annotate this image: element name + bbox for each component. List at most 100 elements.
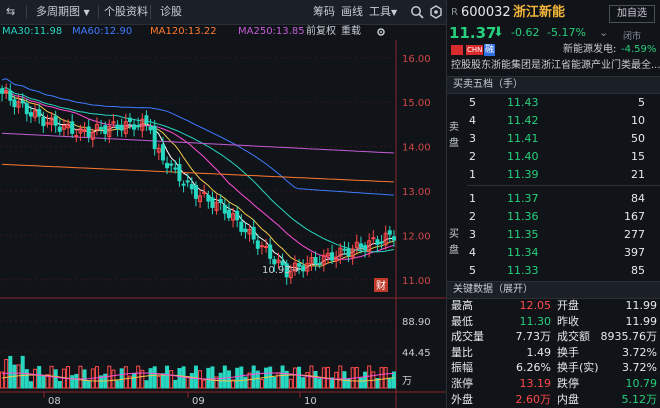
volume-bar (24, 369, 29, 389)
earnings-badge[interactable] (374, 278, 388, 292)
candle-body (309, 257, 314, 264)
draw-line-button[interactable]: 画线 (341, 5, 363, 18)
volume-bar (20, 355, 25, 389)
candle-body (338, 247, 343, 257)
stats-header[interactable]: 关键数据（展开） (447, 281, 660, 299)
candle-body (280, 260, 285, 266)
stat-value: 3.72% (622, 361, 657, 375)
candle-body (317, 263, 322, 266)
level-volume: 5 (638, 96, 645, 109)
price-change: -0.62 (511, 26, 540, 39)
candle-body (74, 134, 79, 137)
orderbook-title: 买卖五档（手） (453, 79, 523, 90)
level-volume: 15 (631, 150, 645, 163)
month-label: 08 (48, 396, 61, 407)
volume-bar (255, 370, 260, 389)
candle-body (321, 254, 326, 265)
stat-value: 10.79 (625, 377, 658, 390)
buy-level-row[interactable]: 3 11.35 277 (447, 226, 660, 244)
stat-label: 成交额 (557, 330, 590, 344)
volume-bar (66, 366, 71, 389)
volume-bar (288, 378, 293, 389)
candle-body (334, 256, 339, 262)
adjust-option[interactable]: 前复权 (306, 26, 336, 37)
chips-button[interactable]: 筹码 (313, 5, 335, 18)
stat-label: 最低 (451, 314, 473, 328)
overlay-option[interactable]: 重载 (341, 26, 361, 37)
candle-body (0, 88, 5, 94)
candle-body (37, 109, 42, 117)
add-watchlist-button[interactable]: 加自选 (609, 5, 655, 23)
candle-body (193, 185, 198, 199)
ma60-line (1, 78, 394, 196)
volume-bar (57, 380, 62, 389)
stock-profile-button[interactable]: 个股资料 (104, 5, 148, 18)
toolbar-divider (26, 5, 27, 19)
candle-body (181, 183, 186, 186)
settings-gear-icon[interactable] (376, 27, 386, 43)
volume-bar (239, 366, 244, 389)
candle-body (268, 244, 273, 259)
market-status: 闭市 (623, 32, 642, 42)
buy-level-row[interactable]: 2 11.36 167 (447, 208, 660, 226)
stat-value: 11.30 (519, 314, 552, 328)
stat-row: 最高 12.05 开盘 11.99 (447, 298, 660, 314)
sell-level-row[interactable]: 4 11.42 10 (447, 112, 660, 130)
volume-bar (144, 380, 149, 389)
company-summary-row[interactable]: 控股股东浙能集团是浙江省能源产业门类最全... (447, 58, 660, 74)
candle-body (111, 121, 116, 124)
candle-body (99, 127, 104, 130)
orderbook-header[interactable]: 买卖五档（手） (447, 76, 660, 94)
volume-bar (247, 372, 252, 389)
stat-label: 昨收 (557, 314, 579, 328)
sell-level-row[interactable]: 5 11.43 5 (447, 94, 660, 112)
volume-bar (243, 376, 248, 389)
search-icon[interactable] (410, 5, 424, 21)
level-volume: 84 (631, 192, 645, 205)
candle-body (313, 257, 318, 264)
candle-body (297, 263, 302, 267)
volume-bar (127, 375, 132, 389)
candle-body (90, 131, 95, 140)
candle-body (231, 213, 236, 221)
candle-body (123, 121, 128, 134)
volume-bar (107, 365, 112, 389)
candle-body (78, 128, 83, 134)
volume-bar (86, 380, 91, 389)
back-arrow-icon[interactable]: ⇆ (6, 5, 16, 18)
candle-body (33, 110, 38, 118)
volume-bar (387, 377, 392, 389)
candle-body (136, 125, 141, 128)
sector-change: -4.59% (621, 44, 657, 55)
diagnose-button[interactable]: 诊股 (160, 5, 182, 18)
level-index: 4 (469, 114, 476, 127)
buy-level-row[interactable]: 4 11.34 397 (447, 244, 660, 262)
sell-level-row[interactable]: 3 11.41 50 (447, 130, 660, 148)
level-price: 11.41 (507, 132, 539, 145)
candle-body (264, 245, 269, 248)
tools-dropdown[interactable]: 工具▼ (369, 4, 397, 20)
ma250-line (2, 132, 394, 154)
sell-level-row[interactable]: 2 11.40 15 (447, 148, 660, 166)
chevron-down-icon[interactable]: ⌄ (599, 26, 609, 39)
volume-bar (231, 379, 236, 389)
candle-body (20, 100, 25, 104)
candle-body (358, 243, 363, 248)
sector-name[interactable]: 新能源发电: (563, 44, 617, 55)
stat-value: 1.49 (526, 345, 552, 359)
buy-level-row[interactable]: 1 11.37 84 (447, 190, 660, 208)
volume-bar (206, 367, 211, 389)
volume-bar (280, 365, 285, 389)
sell-level-row[interactable]: 1 11.39 21 (447, 166, 660, 184)
period-dropdown[interactable]: 多周期图 ▼ (36, 4, 90, 20)
volume-bar (33, 368, 38, 389)
stat-value: 8935.76万 (600, 330, 658, 344)
kline-chart[interactable]: 16.00 15.00 14.00 13.00 12.00 11.00 10.93→ 财 88.… (0, 40, 446, 408)
stat-label: 外盘 (451, 392, 473, 406)
buy-level-row[interactable]: 5 11.33 85 (447, 262, 660, 280)
candle-body (119, 124, 124, 131)
candle-body (107, 125, 112, 138)
candle-body (354, 241, 359, 248)
settings-icon[interactable] (430, 5, 442, 21)
volume-bar (148, 368, 153, 389)
